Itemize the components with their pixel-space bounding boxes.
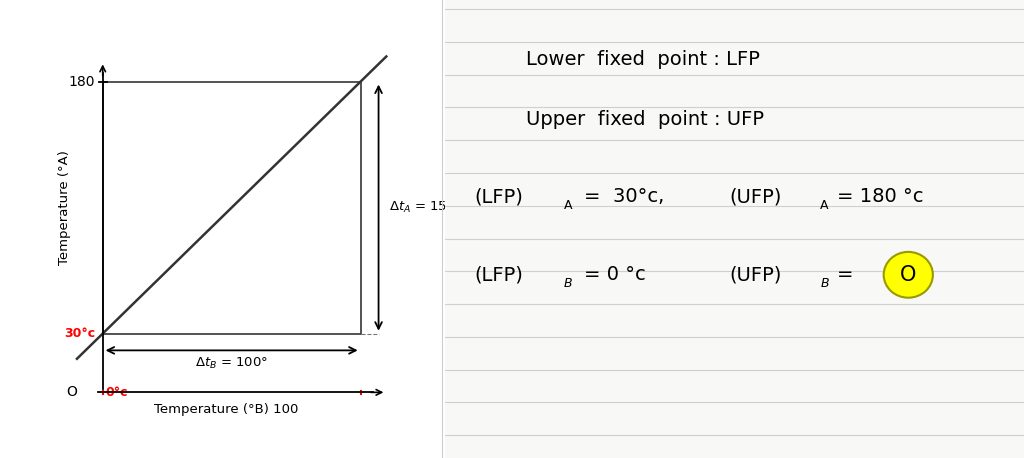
Text: (LFP): (LFP) [474, 265, 523, 284]
Text: Lower  fixed  point : LFP: Lower fixed point : LFP [526, 50, 760, 69]
Text: = 0 °c: = 0 °c [585, 265, 646, 284]
Text: (UFP): (UFP) [729, 187, 781, 207]
Text: A: A [820, 199, 828, 212]
Text: Temperature (°B) 100: Temperature (°B) 100 [155, 403, 299, 416]
Text: 180: 180 [69, 75, 95, 89]
Text: 0°c: 0°c [105, 386, 128, 399]
Text: =: = [838, 265, 854, 284]
Text: (LFP): (LFP) [474, 187, 523, 207]
Text: (UFP): (UFP) [729, 265, 781, 284]
Text: = 180 °c: = 180 °c [838, 187, 924, 207]
Text: A: A [564, 199, 572, 212]
Text: O: O [67, 385, 78, 399]
Ellipse shape [884, 252, 933, 298]
Text: 30°c: 30°c [63, 327, 95, 340]
Text: Upper  fixed  point : UFP: Upper fixed point : UFP [526, 109, 765, 129]
Text: B: B [564, 277, 572, 289]
Text: B: B [820, 277, 829, 289]
Text: $\Delta t_A$ = 150°: $\Delta t_A$ = 150° [389, 200, 462, 215]
Text: Temperature (°A): Temperature (°A) [57, 150, 71, 265]
Text: =  30°c,: = 30°c, [585, 187, 665, 207]
Text: O: O [900, 265, 916, 285]
Text: $\Delta t_B$ = 100°: $\Delta t_B$ = 100° [195, 356, 268, 371]
